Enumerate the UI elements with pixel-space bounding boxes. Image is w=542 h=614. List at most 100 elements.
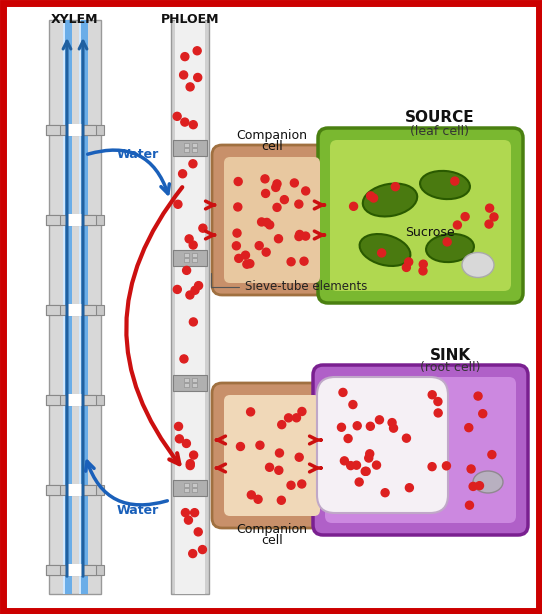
Circle shape	[287, 481, 295, 489]
Circle shape	[242, 251, 249, 259]
Bar	[79, 20, 81, 594]
Circle shape	[403, 434, 410, 442]
Text: PHLOEM: PHLOEM	[161, 13, 220, 26]
FancyBboxPatch shape	[3, 3, 539, 611]
Circle shape	[182, 508, 189, 516]
Bar	[46, 565, 104, 575]
FancyBboxPatch shape	[212, 145, 332, 295]
Circle shape	[434, 397, 442, 406]
Bar	[184, 258, 189, 262]
Bar	[67, 124, 83, 136]
Circle shape	[454, 221, 461, 229]
Circle shape	[189, 318, 197, 326]
Circle shape	[263, 219, 271, 227]
Circle shape	[175, 422, 183, 430]
Circle shape	[266, 221, 274, 229]
Circle shape	[295, 230, 304, 238]
FancyBboxPatch shape	[49, 20, 101, 594]
Circle shape	[186, 83, 194, 91]
Text: Water: Water	[117, 503, 159, 516]
Circle shape	[344, 435, 352, 443]
Circle shape	[186, 460, 194, 468]
Text: Water: Water	[117, 149, 159, 161]
Circle shape	[184, 516, 192, 524]
Circle shape	[246, 260, 254, 268]
Text: Companion: Companion	[236, 128, 307, 141]
Bar	[82, 395, 96, 405]
Bar	[184, 378, 189, 382]
Circle shape	[273, 203, 281, 211]
Bar	[192, 483, 197, 487]
Circle shape	[198, 546, 207, 554]
Circle shape	[339, 389, 347, 397]
Bar	[82, 565, 96, 575]
Bar	[192, 253, 197, 257]
Circle shape	[388, 419, 396, 427]
Circle shape	[274, 235, 282, 243]
Circle shape	[275, 449, 283, 457]
Ellipse shape	[462, 252, 494, 278]
Circle shape	[183, 266, 191, 274]
FancyBboxPatch shape	[171, 20, 209, 594]
Bar	[67, 304, 83, 316]
Circle shape	[191, 286, 199, 294]
Bar	[173, 250, 207, 266]
Circle shape	[466, 501, 474, 509]
Circle shape	[295, 200, 303, 208]
Bar	[46, 565, 60, 575]
FancyBboxPatch shape	[212, 383, 332, 528]
Circle shape	[302, 232, 309, 240]
Text: cell: cell	[261, 535, 283, 548]
Circle shape	[474, 392, 482, 400]
Circle shape	[174, 200, 182, 208]
Circle shape	[247, 408, 255, 416]
Circle shape	[189, 550, 197, 558]
Circle shape	[370, 194, 378, 202]
Circle shape	[347, 462, 354, 470]
Circle shape	[234, 177, 242, 185]
Bar	[184, 143, 189, 147]
Circle shape	[189, 160, 197, 168]
Circle shape	[261, 175, 269, 183]
Bar	[46, 485, 104, 495]
Text: (leaf cell): (leaf cell)	[410, 125, 469, 138]
Bar	[192, 143, 197, 147]
Circle shape	[199, 224, 207, 232]
Circle shape	[390, 424, 397, 432]
Circle shape	[361, 467, 369, 475]
Bar	[82, 215, 96, 225]
Circle shape	[405, 258, 412, 266]
Circle shape	[352, 461, 360, 469]
Ellipse shape	[359, 234, 410, 266]
Circle shape	[191, 508, 198, 516]
Bar	[82, 125, 96, 135]
Circle shape	[479, 410, 487, 418]
Circle shape	[280, 196, 288, 204]
Circle shape	[405, 484, 414, 492]
Circle shape	[469, 483, 477, 491]
Circle shape	[254, 495, 262, 503]
Bar	[184, 383, 189, 387]
Circle shape	[475, 481, 483, 489]
Circle shape	[300, 257, 308, 265]
Circle shape	[278, 496, 285, 504]
Circle shape	[372, 461, 380, 469]
Circle shape	[179, 71, 188, 79]
Circle shape	[340, 457, 349, 465]
Circle shape	[247, 491, 255, 499]
Circle shape	[257, 218, 266, 226]
Circle shape	[419, 267, 427, 275]
Bar	[67, 484, 83, 496]
Circle shape	[193, 74, 202, 82]
Circle shape	[366, 192, 375, 200]
Circle shape	[173, 286, 182, 293]
Bar	[63, 20, 65, 594]
Circle shape	[461, 212, 469, 220]
Bar	[46, 305, 104, 315]
Circle shape	[275, 466, 283, 474]
Circle shape	[434, 409, 442, 417]
Circle shape	[442, 462, 450, 470]
Circle shape	[233, 229, 241, 237]
Bar	[63, 20, 72, 594]
Bar	[67, 214, 83, 226]
